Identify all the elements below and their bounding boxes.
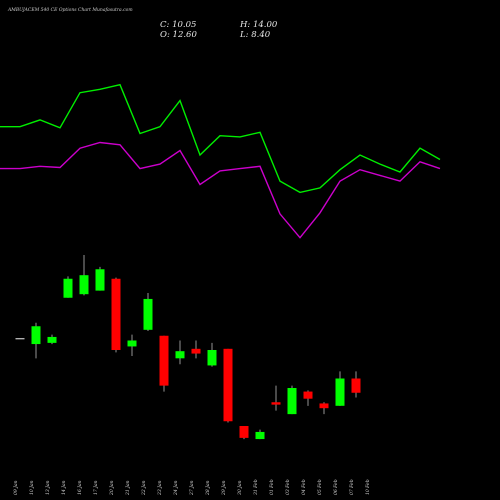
date-tick-label: 21 Jan [125, 480, 131, 496]
date-tick-label: 03 Feb [285, 479, 291, 495]
candle-body [127, 340, 137, 347]
date-tick-label: 04 Feb [301, 479, 307, 495]
date-tick-label: 24 Jan [173, 480, 179, 496]
candle-body [31, 326, 41, 345]
candle-body [287, 388, 297, 415]
candle-body [351, 378, 361, 393]
date-tick-label: 13 Jan [45, 480, 51, 495]
date-tick-label: 20 Jan [109, 480, 115, 496]
date-tick-label: 29 Jan [221, 480, 227, 496]
date-tick-label: 17 Jan [93, 480, 99, 495]
candle-body [191, 348, 201, 354]
candle-body [63, 278, 73, 298]
upper-line-series [0, 83, 441, 194]
date-tick-label: 22 Jan [141, 480, 147, 496]
date-tick-label: 10 Feb [365, 479, 371, 495]
close-value: C: 10.05 [160, 20, 197, 30]
candle-body [223, 348, 233, 422]
candle-body [95, 269, 105, 291]
date-tick-label: 31 Feb [253, 479, 259, 495]
candle-body [79, 275, 89, 295]
candle-body [239, 426, 249, 438]
date-tick-label: 16 Jan [77, 480, 83, 495]
date-tick-label: 06 Feb [333, 479, 339, 495]
candle-body [335, 378, 345, 406]
date-tick-label: 28 Jan [205, 480, 211, 496]
open-value: O: 12.60 [160, 30, 197, 40]
date-tick-label: 27 Jan [189, 480, 195, 496]
candle-body [15, 338, 25, 340]
candle-body [271, 402, 281, 405]
candle-body [255, 431, 265, 440]
date-tick-label: 23 Jan [157, 480, 163, 496]
date-tick-label: 30 Jan [237, 480, 243, 495]
date-tick-label: 07 Feb [349, 479, 355, 495]
date-tick-label: 09 Jan [13, 480, 19, 495]
lower-line-series [0, 141, 441, 239]
date-tick-label: 05 Feb [317, 479, 323, 495]
candle-body [175, 351, 185, 359]
low-value: L: 8.40 [240, 30, 271, 40]
high-value: H: 14.00 [240, 20, 278, 30]
date-tick-label: 14 Jan [61, 480, 67, 495]
candle-body [159, 335, 169, 386]
candle-body [319, 403, 329, 409]
date-tick-label: 01 Feb [269, 479, 275, 495]
candle-body [47, 336, 57, 343]
candle-body [303, 391, 313, 399]
candle-body [207, 350, 217, 366]
candle-body [143, 298, 153, 330]
chart-title: AMBUJACEM 540 CE Options Chart Munafasut… [8, 8, 133, 13]
date-tick-label: 10 Jan [29, 480, 35, 495]
candle-body [111, 278, 121, 350]
